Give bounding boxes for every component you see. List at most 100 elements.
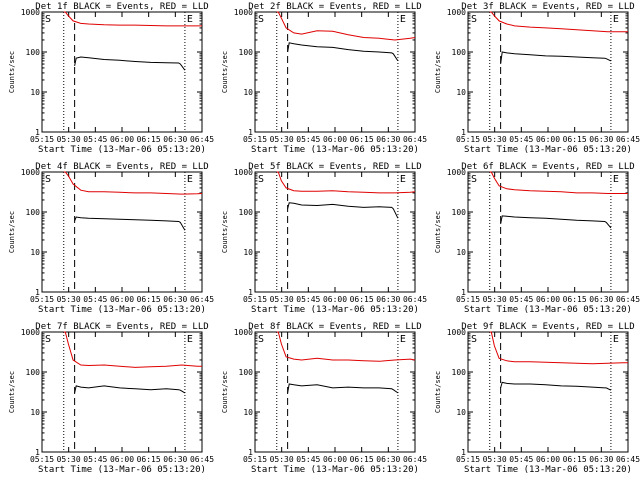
x-tick-label: 05:15 [243, 135, 267, 144]
panel-title: Det 8f BLACK = Events, RED = LLD [248, 322, 421, 332]
y-axis-label: Counts/sec [221, 211, 229, 253]
x-tick-label: 06:00 [110, 455, 134, 464]
x-tick-label: 06:00 [536, 455, 560, 464]
y-tick-label: 1 [35, 288, 40, 297]
y-axis-label: Counts/sec [221, 371, 229, 413]
plot-frame [467, 11, 629, 133]
plot-frame [254, 171, 416, 293]
y-tick-label: 1000 [447, 328, 466, 337]
panel-title: Det 1f BLACK = Events, RED = LLD [35, 2, 208, 12]
x-tick-label: 05:15 [30, 295, 54, 304]
x-tick-label: 05:30 [57, 135, 81, 144]
y-tick-label: 1000 [447, 168, 466, 177]
panel-title: Det 4f BLACK = Events, RED = LLD [35, 162, 208, 172]
y-tick-label: 1000 [21, 8, 40, 17]
plot-frame [41, 11, 203, 133]
series-line-lld [63, 171, 203, 195]
y-tick-label: 1000 [234, 8, 253, 17]
x-axis-label: Start Time (13-Mar-06 05:13:20) [251, 145, 419, 155]
y-tick-label: 1000 [234, 328, 253, 337]
end-marker-label: E [613, 174, 619, 185]
panel-title: Det 6f BLACK = Events, RED = LLD [461, 162, 634, 172]
end-marker-label: E [400, 334, 406, 345]
plot-frame [41, 171, 203, 293]
x-tick-label: 05:30 [483, 135, 507, 144]
x-tick-label: 05:45 [509, 295, 533, 304]
y-tick-label: 10 [243, 88, 253, 97]
x-tick-label: 06:15 [350, 455, 374, 464]
x-tick-label: 06:15 [350, 135, 374, 144]
detector-panel-4: Det 4f BLACK = Events, RED = LLD 1 10 100 10… [8, 162, 214, 315]
y-axis-label: Counts/sec [221, 51, 229, 93]
y-tick-label: 1 [35, 128, 40, 137]
y-tick-label: 10 [30, 88, 40, 97]
series-line-events [500, 51, 612, 65]
x-tick-label: 05:15 [243, 455, 267, 464]
y-tick-label: 1 [248, 448, 253, 457]
start-marker-label: S [258, 14, 264, 25]
end-marker-label: E [187, 14, 193, 25]
x-tick-label: 05:45 [83, 295, 107, 304]
x-tick-label: 06:15 [563, 295, 587, 304]
series-line-lld [276, 331, 416, 362]
x-tick-label: 05:30 [483, 295, 507, 304]
panel-title: Det 5f BLACK = Events, RED = LLD [248, 162, 421, 172]
x-tick-label: 05:30 [270, 455, 294, 464]
detector-panel-1: Det 1f BLACK = Events, RED = LLD 1 10 100 10… [8, 2, 214, 155]
start-marker-label: S [471, 174, 477, 185]
detector-panel-5: Det 5f BLACK = Events, RED = LLD 1 10 100 10… [221, 162, 427, 315]
x-tick-label: 06:45 [403, 135, 427, 144]
panel-title: Det 3f BLACK = Events, RED = LLD [461, 2, 634, 12]
x-tick-label: 05:45 [509, 455, 533, 464]
x-tick-label: 06:45 [190, 135, 214, 144]
y-tick-label: 1 [248, 128, 253, 137]
start-marker-label: S [258, 334, 264, 345]
x-axis-label: Start Time (13-Mar-06 05:13:20) [464, 305, 632, 315]
series-line-events [287, 383, 399, 394]
y-axis-label: Counts/sec [434, 371, 442, 413]
detector-panel-9: Det 9f BLACK = Events, RED = LLD 1 10 100 10… [434, 322, 640, 475]
x-tick-label: 05:15 [456, 295, 480, 304]
start-marker-label: S [45, 174, 51, 185]
y-axis-label: Counts/sec [8, 211, 16, 253]
y-axis-label: Counts/sec [434, 51, 442, 93]
x-tick-label: 06:15 [137, 135, 161, 144]
y-tick-label: 10 [30, 248, 40, 257]
x-axis-label: Start Time (13-Mar-06 05:13:20) [38, 145, 206, 155]
x-tick-label: 05:15 [456, 135, 480, 144]
x-tick-label: 06:00 [110, 135, 134, 144]
y-tick-label: 100 [26, 208, 41, 217]
x-tick-label: 05:15 [456, 455, 480, 464]
start-marker-label: S [45, 334, 51, 345]
x-tick-label: 05:30 [483, 455, 507, 464]
start-marker-label: S [471, 14, 477, 25]
x-tick-label: 05:45 [83, 455, 107, 464]
end-marker-label: E [400, 14, 406, 25]
series-line-lld [63, 331, 202, 368]
series-line-events [74, 56, 186, 71]
x-axis-label: Start Time (13-Mar-06 05:13:20) [38, 465, 206, 475]
x-tick-label: 06:30 [589, 455, 613, 464]
x-tick-label: 06:45 [190, 295, 214, 304]
plot-frame [467, 331, 629, 453]
y-tick-label: 1 [461, 128, 466, 137]
x-tick-label: 05:45 [296, 135, 320, 144]
y-tick-label: 1000 [21, 168, 40, 177]
x-axis-label: Start Time (13-Mar-06 05:13:20) [464, 465, 632, 475]
series-line-events [74, 216, 186, 231]
y-axis-label: Counts/sec [8, 51, 16, 93]
x-tick-label: 06:45 [616, 455, 640, 464]
x-tick-label: 06:15 [137, 455, 161, 464]
plot-frame [254, 331, 416, 453]
x-tick-label: 05:15 [243, 295, 267, 304]
x-tick-label: 06:30 [163, 455, 187, 464]
start-marker-label: S [45, 14, 51, 25]
x-tick-label: 06:30 [589, 295, 613, 304]
x-tick-label: 05:15 [30, 135, 54, 144]
x-tick-label: 06:30 [589, 135, 613, 144]
series-line-lld [489, 11, 628, 33]
x-tick-label: 05:45 [296, 295, 320, 304]
x-tick-label: 05:45 [83, 135, 107, 144]
y-tick-label: 1 [461, 288, 466, 297]
